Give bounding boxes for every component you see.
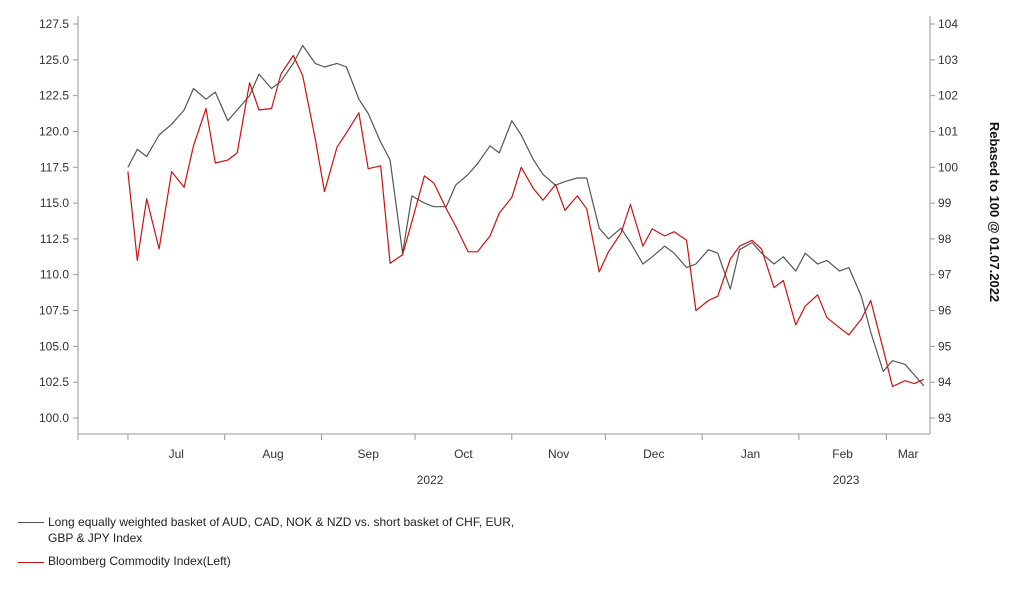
right-tick-label: 94: [938, 375, 952, 389]
left-tick-label: 120.0: [39, 124, 69, 138]
series-line-commodity: [127, 54, 925, 388]
right-tick-label: 98: [938, 232, 952, 246]
x-tick-label: Sep: [358, 447, 380, 461]
left-tick-label: 107.5: [39, 304, 69, 318]
legend: Long equally weighted basket of AUD, CAD…: [18, 514, 528, 568]
right-y-axis: 93 94 95 96 97 98 99 100 101 102 103 104: [929, 16, 958, 434]
x-year-label: 2023: [833, 473, 860, 487]
left-tick-label: 110.0: [40, 268, 69, 282]
left-tick-label: 102.5: [39, 375, 69, 389]
legend-label-basket: Long equally weighted basket of AUD, CAD…: [48, 515, 515, 545]
x-tick-label: Nov: [548, 447, 569, 461]
right-tick-label: 102: [938, 89, 958, 103]
right-tick-label: 95: [938, 339, 952, 353]
left-tick-label: 105.0: [39, 339, 69, 353]
right-tick-label: 97: [938, 268, 952, 282]
right-tick-label: 101: [938, 124, 958, 138]
right-tick-label: 100: [938, 160, 958, 174]
right-axis-title: Rebased to 100 @ 01.07.2022: [987, 122, 1002, 302]
right-tick-label: 104: [938, 17, 958, 31]
left-tick-label: 122.5: [39, 89, 69, 103]
x-tick-label: Dec: [643, 447, 664, 461]
x-tick-label: Aug: [262, 447, 283, 461]
legend-label-commodity: Bloomberg Commodity Index(Left): [48, 554, 231, 568]
legend-item-commodity: Bloomberg Commodity Index(Left): [18, 554, 528, 568]
x-tick-label: Jul: [169, 447, 184, 461]
left-y-axis: 100.0 102.5 105.0 107.5 110.0 112.5 115.0 117.5…: [39, 16, 79, 434]
x-tick-label: Feb: [832, 447, 853, 461]
x-tick-label: Jan: [741, 447, 760, 461]
right-tick-label: 103: [938, 53, 958, 67]
left-tick-label: 125.0: [39, 53, 69, 67]
x-tick-label: Mar: [898, 447, 919, 461]
legend-swatch-commodity: [18, 562, 44, 563]
right-tick-label: 96: [938, 304, 952, 318]
right-tick-label: 93: [938, 411, 952, 425]
x-year-label: 2022: [417, 473, 444, 487]
left-tick-label: 117.5: [40, 160, 69, 174]
legend-swatch-basket: [18, 522, 44, 523]
right-tick-label: 99: [938, 196, 952, 210]
series-line-basket: [127, 44, 925, 387]
legend-item-basket: Long equally weighted basket of AUD, CAD…: [18, 514, 528, 546]
plot-area: [127, 44, 925, 388]
x-tick-label: Oct: [454, 447, 473, 461]
left-tick-label: 100.0: [39, 411, 69, 425]
x-axis: Jul Aug Sep Oct Nov Dec Jan Feb Mar 2022 2023: [77, 433, 930, 487]
left-tick-label: 115.0: [40, 196, 69, 210]
left-tick-label: 112.5: [40, 232, 69, 246]
left-tick-label: 127.5: [39, 17, 69, 31]
